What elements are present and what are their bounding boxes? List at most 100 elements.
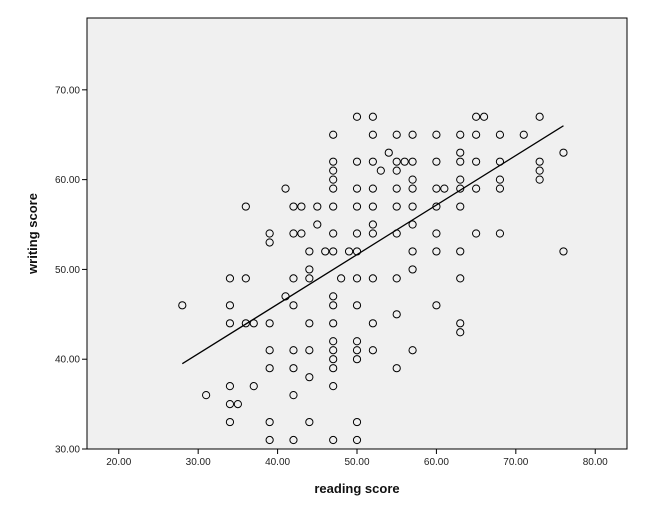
regression-line [181, 125, 564, 365]
data-point [408, 184, 417, 193]
data-point [408, 157, 417, 166]
data-point [313, 220, 322, 229]
data-point [392, 310, 401, 319]
data-point [408, 220, 417, 229]
data-point [241, 202, 250, 211]
data-point [281, 184, 290, 193]
data-point [329, 301, 338, 310]
data-point [408, 346, 417, 355]
data-point [432, 247, 441, 256]
data-point [456, 175, 465, 184]
data-point [289, 301, 298, 310]
data-point [432, 130, 441, 139]
x-tick-label: 40.00 [265, 457, 290, 468]
data-point [535, 157, 544, 166]
data-point [352, 337, 362, 346]
data-point [329, 337, 338, 346]
data-point [329, 346, 338, 355]
data-point [376, 166, 385, 175]
data-point [233, 400, 242, 409]
data-point [289, 435, 298, 445]
data-point [241, 319, 250, 328]
data-point [305, 265, 314, 274]
data-point [225, 417, 235, 427]
data-point [329, 319, 338, 328]
data-point [352, 202, 362, 211]
data-point [408, 175, 417, 184]
data-points [178, 112, 568, 445]
data-point [472, 184, 481, 193]
data-point [352, 435, 362, 445]
data-point [305, 373, 314, 382]
data-point [329, 184, 338, 193]
data-point [495, 130, 505, 139]
data-point [495, 229, 505, 238]
data-point [456, 319, 465, 328]
data-point [432, 157, 441, 166]
data-point [392, 184, 401, 193]
data-point [456, 247, 465, 256]
data-point [225, 382, 235, 391]
data-point [408, 265, 417, 274]
data-point [368, 319, 377, 328]
data-point [472, 112, 481, 121]
data-point [329, 247, 338, 256]
data-point [329, 292, 338, 301]
x-tick-label: 70.00 [503, 457, 528, 468]
data-point [456, 148, 465, 157]
data-point [305, 274, 314, 283]
data-point [305, 319, 314, 328]
data-point [368, 202, 377, 211]
data-point [249, 382, 258, 391]
data-point [289, 346, 298, 355]
data-point [392, 130, 401, 139]
y-tick-label: 60.00 [55, 175, 80, 186]
data-point [368, 112, 377, 121]
data-point [432, 184, 441, 193]
data-point [289, 391, 298, 400]
data-point [321, 247, 330, 256]
y-axis: 30.00 40.00 50.00 60.00 70.00 [55, 85, 87, 456]
data-point [392, 157, 401, 166]
data-point [352, 301, 362, 310]
data-point [495, 175, 505, 184]
data-point [392, 274, 401, 283]
data-point [535, 175, 544, 184]
data-point [329, 355, 338, 364]
data-point [289, 229, 298, 238]
data-point [352, 417, 362, 427]
data-point [352, 355, 362, 364]
data-point [392, 166, 401, 175]
data-point [432, 301, 441, 310]
data-point [368, 157, 377, 166]
data-point [352, 157, 362, 166]
data-point [289, 274, 298, 283]
data-point [495, 184, 505, 193]
data-point [519, 130, 528, 139]
data-point [225, 274, 235, 283]
data-point [305, 346, 314, 355]
x-tick-label: 30.00 [186, 457, 211, 468]
data-point [289, 364, 298, 373]
data-point [368, 346, 377, 355]
data-point [225, 400, 235, 409]
data-point [408, 247, 417, 256]
data-point [408, 130, 417, 139]
data-point [289, 202, 298, 211]
data-point [297, 202, 306, 211]
data-point [408, 202, 417, 211]
data-point [456, 328, 465, 337]
data-point [440, 184, 449, 193]
data-point [368, 274, 377, 283]
x-axis-title: reading score [314, 481, 399, 496]
data-point [297, 229, 306, 238]
y-axis-title: writing score [25, 193, 40, 275]
data-point [178, 301, 187, 310]
data-point [535, 166, 544, 175]
data-point [329, 382, 338, 391]
data-point [392, 202, 401, 211]
data-point [202, 391, 211, 400]
data-point [329, 202, 338, 211]
data-point [535, 112, 544, 121]
